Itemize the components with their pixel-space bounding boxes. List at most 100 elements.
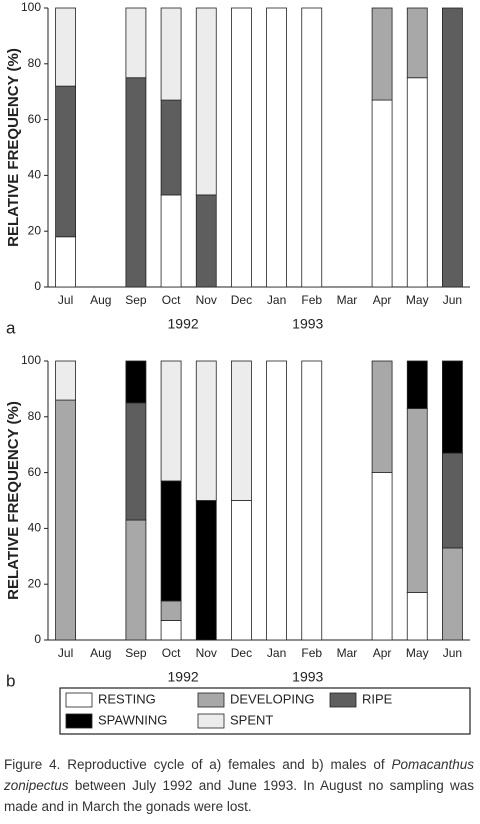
bar-segment	[371, 472, 393, 641]
legend-swatch	[65, 692, 93, 708]
y-tick-label: 80	[28, 409, 42, 423]
bar-segment	[406, 592, 428, 641]
legend-label: DEVELOPING	[230, 691, 315, 706]
bar-segment	[442, 7, 463, 288]
x-tick-label: Sep	[125, 646, 147, 660]
bar-segment	[160, 7, 182, 101]
bar-segment	[55, 399, 76, 641]
x-tick-label: Mar	[337, 293, 358, 307]
x-tick-label: Dec	[231, 293, 252, 307]
x-tick-label: Feb	[301, 293, 322, 307]
legend-box	[59, 687, 471, 735]
bar-segment	[125, 77, 147, 288]
bar-segment	[55, 7, 76, 87]
panel-label: b	[6, 671, 15, 690]
bar-segment	[442, 547, 463, 641]
x-tick-label: Jun	[443, 646, 462, 660]
x-tick-label: Oct	[162, 293, 181, 307]
bar-segment	[55, 85, 76, 238]
bar-segment	[160, 99, 182, 196]
bar-segment	[406, 7, 428, 79]
figure: RELATIVE FREQUENCY (%) 0 20 40 60 80 100 Jul Aug…	[5, 0, 471, 735]
bar-segment	[371, 7, 393, 101]
caption-text: between July 1992 and June 1993. In Augu…	[4, 778, 474, 814]
bar-segment	[266, 7, 287, 288]
bar-segment	[195, 194, 217, 288]
legend-swatch	[197, 692, 225, 708]
bar-segment	[160, 480, 182, 602]
bar-segment	[371, 360, 393, 473]
y-tick-label: 0	[34, 632, 41, 646]
bar-segment	[160, 360, 182, 482]
caption: Figure 4. Reproductive cycle of a) femal…	[4, 754, 474, 817]
bar-segment	[371, 99, 393, 288]
legend-swatch	[65, 713, 93, 729]
bar-segment	[301, 360, 323, 641]
x-tick-label: Jan	[267, 646, 286, 660]
y-axis-title: RELATIVE FREQUENCY (%)	[5, 401, 22, 600]
bar-segment	[125, 7, 147, 79]
year-label: 1993	[292, 316, 323, 332]
bar-segment	[55, 236, 76, 288]
bar-segment	[231, 7, 252, 288]
y-tick-label: 0	[34, 279, 41, 293]
x-tick-label: Jan	[267, 293, 286, 307]
x-tick-label: Nov	[196, 646, 217, 660]
caption-text: Figure 4. Reproductive cycle of a) femal…	[4, 757, 392, 772]
x-tick-label: May	[406, 646, 429, 660]
y-tick-label: 20	[28, 576, 42, 590]
x-tick-label: Oct	[162, 646, 181, 660]
bar-segment	[406, 360, 428, 409]
x-tick-label: Nov	[196, 293, 217, 307]
x-tick-label: Apr	[373, 646, 392, 660]
bar-segment	[195, 7, 217, 196]
x-tick-label: Jul	[58, 646, 73, 660]
y-tick-label: 40	[28, 168, 42, 182]
x-tick-label: Aug	[90, 293, 111, 307]
year-label: 1992	[168, 316, 199, 332]
x-tick-label: Dec	[231, 646, 252, 660]
y-tick-label: 60	[28, 112, 42, 126]
x-tick-label: Jul	[58, 293, 73, 307]
x-tick-label: Mar	[337, 646, 358, 660]
legend-label: RESTING	[98, 691, 156, 706]
legend-label: SPAWNING	[98, 712, 167, 727]
bar-segment	[160, 600, 182, 621]
year-label: 1992	[168, 669, 199, 685]
y-tick-label: 80	[28, 56, 42, 70]
y-axis-title: RELATIVE FREQUENCY (%)	[5, 48, 22, 247]
y-tick-label: 20	[28, 223, 42, 237]
legend-swatch	[197, 713, 225, 729]
bar-segment	[406, 77, 428, 288]
x-tick-label: May	[406, 293, 429, 307]
bar-segment	[55, 360, 76, 401]
bar-segment	[125, 519, 147, 641]
bar-segment	[442, 360, 463, 454]
bar-segment	[301, 7, 323, 288]
panel-label: a	[6, 318, 16, 337]
x-tick-label: Sep	[125, 293, 147, 307]
x-tick-label: Jun	[443, 293, 462, 307]
legend-label: RIPE	[362, 691, 393, 706]
y-tick-label: 100	[21, 0, 41, 14]
bar-segment	[125, 402, 147, 521]
y-tick-label: 40	[28, 521, 42, 535]
bar-segment	[266, 360, 287, 641]
bar-segment	[160, 194, 182, 288]
year-label: 1993	[292, 669, 323, 685]
legend-swatch	[329, 692, 357, 708]
bar-segment	[195, 360, 217, 501]
bar-segment	[231, 360, 252, 501]
x-tick-label: Feb	[301, 646, 322, 660]
x-tick-label: Aug	[90, 646, 111, 660]
caption-species: Pomacanthus zonipectus	[4, 757, 474, 793]
y-tick-label: 100	[21, 353, 41, 367]
bar-segment	[125, 360, 147, 404]
x-tick-label: Apr	[373, 293, 392, 307]
bar-segment	[231, 500, 252, 641]
bar-segment	[160, 620, 182, 641]
bar-segment	[195, 500, 217, 641]
legend-label: SPENT	[230, 712, 273, 727]
bar-segment	[442, 452, 463, 549]
